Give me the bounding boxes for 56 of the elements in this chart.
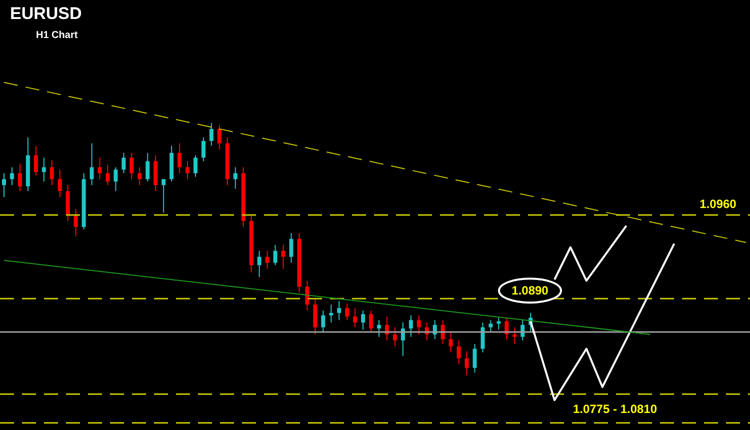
candlestick: [34, 145, 38, 176]
candlestick: [217, 124, 222, 150]
candlestick: [66, 184, 70, 222]
candlestick: [2, 172, 6, 198]
candlestick: [281, 244, 286, 270]
candlestick: [58, 169, 62, 198]
candlestick: [361, 310, 366, 330]
candlestick: [480, 322, 485, 353]
candlestick: [337, 300, 342, 321]
ref-line-label: 1.0890: [512, 284, 549, 298]
candlestick: [512, 326, 517, 344]
candlestick: [162, 178, 166, 214]
candlestick: [257, 250, 262, 278]
candlestick: [114, 166, 118, 192]
candlestick: [488, 320, 493, 333]
ref-line-label: 1.0960: [700, 197, 737, 211]
candlestick: [18, 163, 22, 192]
candlestick: [313, 298, 318, 335]
candlestick: [146, 152, 150, 182]
candlestick: [193, 154, 198, 178]
candlestick: [74, 208, 78, 237]
candlestick: [42, 157, 46, 182]
candlestick: [265, 250, 270, 270]
candlestick: [138, 166, 142, 186]
candlestick: [50, 160, 54, 186]
candlestick: [345, 302, 350, 321]
candlestick: [201, 136, 206, 162]
candlestick: [321, 310, 326, 333]
candlestick: [98, 157, 102, 180]
candlestick: [392, 326, 397, 347]
candlestick: [122, 152, 126, 174]
candlestick: [353, 308, 358, 328]
candlestick: [186, 160, 190, 180]
candlestick: [464, 350, 469, 376]
candlestick: [305, 280, 310, 312]
candlestick: [106, 164, 110, 186]
candlestick: [377, 320, 381, 338]
candlestick: [329, 304, 334, 323]
candlestick: [90, 142, 94, 186]
candlestick: [289, 232, 294, 264]
candlestick: [178, 142, 182, 174]
text: H1 Chart: [36, 30, 78, 41]
candlestick: [369, 310, 374, 333]
candlestick: [416, 314, 421, 335]
candlestick: [233, 166, 238, 190]
candlestick: [10, 166, 14, 186]
candlestick: [130, 152, 134, 180]
candlestick: [472, 344, 477, 374]
annotation: 1.0775 - 1.0810: [572, 402, 658, 416]
candlestick: [209, 122, 214, 146]
candlestick: [273, 244, 278, 266]
candlestick: [456, 340, 461, 365]
candlestick: [154, 154, 158, 192]
chart-title: EURUSD: [10, 4, 82, 24]
candlestick: [448, 332, 453, 353]
candlestick: [408, 314, 413, 338]
